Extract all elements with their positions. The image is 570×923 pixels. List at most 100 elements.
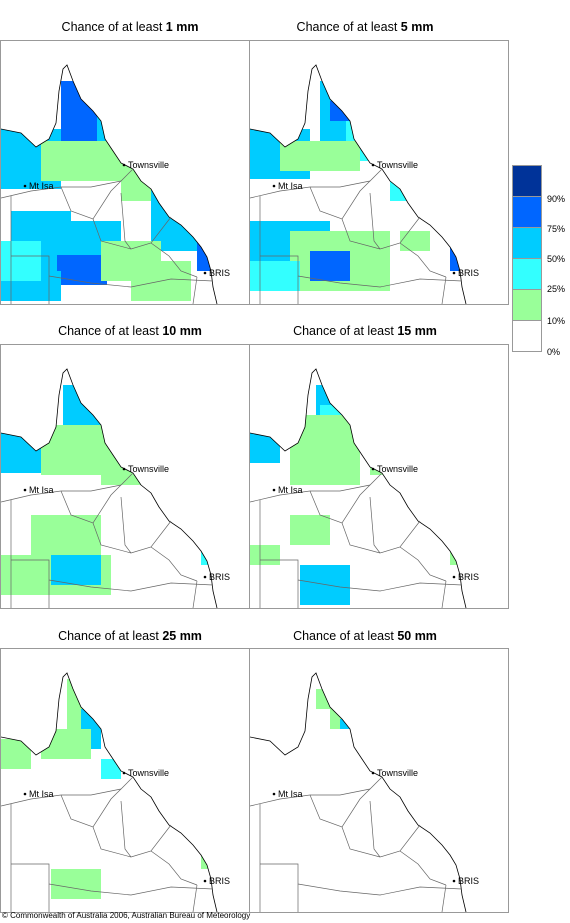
legend-swatch-0 [512, 320, 542, 352]
townsville-dot [122, 467, 126, 471]
place-label-mt_isa: Mt Isa [278, 485, 303, 495]
district-boundary-7 [120, 192, 132, 250]
district-boundary-8 [441, 276, 447, 304]
place-label-townsville: Townsville [128, 464, 169, 474]
place-label-brisbane: BRIS [209, 876, 230, 886]
district-boundary-0 [1, 168, 134, 199]
ocean-area [250, 345, 508, 608]
district-boundary-7 [369, 800, 381, 858]
place-label-mt_isa: Mt Isa [29, 181, 54, 191]
panel-title-50mm: Chance of at least 50 mm [293, 629, 437, 643]
district-boundary-7 [120, 800, 132, 858]
townsville-dot [122, 163, 126, 167]
legend-label-0: 0% [547, 347, 561, 357]
panel-title-25mm: Chance of at least 25 mm [58, 629, 202, 643]
district-boundary-6 [399, 850, 447, 886]
district-boundary-7 [369, 192, 381, 250]
rain-cell-6 [250, 545, 280, 565]
legend-label-50: 50% [547, 254, 566, 264]
coastline [1, 672, 218, 912]
district-boundary-6 [150, 242, 198, 278]
brisbane-dot [203, 879, 207, 883]
district-boundary-8 [192, 276, 198, 304]
brisbane-dot [452, 271, 456, 275]
district-boundary-6 [150, 850, 198, 886]
place-label-townsville: Townsville [377, 160, 418, 170]
legend-label-90: 90% [547, 194, 566, 204]
panel-title-1mm: Chance of at least 1 mm [61, 20, 199, 34]
place-label-brisbane: BRIS [209, 268, 230, 278]
district-boundary-3 [341, 520, 421, 554]
district-boundary-6 [150, 546, 198, 582]
place-label-brisbane: BRIS [458, 876, 479, 886]
district-boundary-6 [399, 242, 447, 278]
rain-probability-field [1, 385, 211, 595]
place-label-townsville: Townsville [128, 160, 169, 170]
place-label-brisbane: BRIS [209, 572, 230, 582]
ocean-area [1, 649, 259, 912]
map-1mm: Townsville Mt Isa BRIS [0, 40, 260, 305]
townsville-dot [122, 771, 126, 775]
copyright-footer: © Commonwealth of Australia 2006, Austra… [2, 911, 251, 920]
rain-cell-8 [310, 575, 340, 595]
map-canvas: Townsville Mt Isa BRIS [1, 345, 259, 608]
rain-cell-5 [51, 869, 101, 899]
district-boundary-5 [297, 275, 463, 288]
coastline [250, 672, 467, 912]
panel-title-15mm: Chance of at least 15 mm [293, 324, 437, 338]
rain-cell-5 [290, 515, 330, 545]
rain-cell-10 [250, 261, 300, 291]
district-boundary-3 [341, 824, 421, 858]
coastline [1, 64, 218, 304]
district-boundary-0 [250, 776, 383, 807]
mt-isa-dot [272, 488, 276, 492]
brisbane-dot [203, 575, 207, 579]
district-boundary-5 [48, 579, 214, 592]
place-label-brisbane: BRIS [458, 572, 479, 582]
townsville-dot [371, 467, 375, 471]
place-label-townsville: Townsville [377, 464, 418, 474]
rain-cell-10 [57, 255, 107, 285]
townsville-dot [371, 771, 375, 775]
map-canvas: Townsville Mt Isa BRIS [250, 345, 508, 608]
place-label-townsville: Townsville [377, 768, 418, 778]
rain-cell-4 [41, 141, 121, 181]
map-canvas: Townsville Mt Isa BRIS [1, 649, 259, 912]
rain-cell-5 [31, 515, 101, 555]
coastline [250, 368, 467, 608]
district-boundary-0 [250, 472, 383, 503]
district-boundary-4 [11, 863, 50, 912]
map-canvas: Townsville Mt Isa BRIS [250, 41, 508, 304]
rain-cell-14 [1, 241, 41, 281]
district-boundary-0 [1, 472, 134, 503]
district-boundary-8 [441, 580, 447, 608]
legend-label-75: 75% [547, 224, 566, 234]
district-boundary-8 [441, 884, 447, 912]
ocean-area [250, 649, 508, 912]
mt-isa-dot [272, 792, 276, 796]
district-boundary-8 [192, 580, 198, 608]
panel-title-5mm: Chance of at least 5 mm [296, 20, 434, 34]
legend-label-10: 10% [547, 316, 566, 326]
brisbane-dot [203, 271, 207, 275]
map-15mm: Townsville Mt Isa BRIS [249, 344, 509, 609]
map-50mm: Townsville Mt Isa BRIS [249, 648, 509, 913]
coastline [1, 368, 218, 608]
place-label-mt_isa: Mt Isa [278, 789, 303, 799]
map-25mm: Townsville Mt Isa BRIS [0, 648, 260, 913]
district-boundary-4 [260, 559, 299, 608]
mt-isa-dot [23, 184, 27, 188]
district-boundary-3 [92, 520, 172, 554]
rain-cell-11 [400, 231, 430, 251]
brisbane-dot [452, 575, 456, 579]
place-label-townsville: Townsville [128, 768, 169, 778]
place-label-mt_isa: Mt Isa [29, 789, 54, 799]
coastline [250, 64, 467, 304]
rain-cell-4 [280, 141, 360, 171]
district-boundary-7 [120, 496, 132, 554]
district-boundary-5 [297, 579, 463, 592]
district-boundary-8 [192, 884, 198, 912]
rain-cell-9 [310, 251, 350, 281]
legend-colorbar [512, 165, 542, 352]
rain-cell-2 [340, 719, 350, 729]
